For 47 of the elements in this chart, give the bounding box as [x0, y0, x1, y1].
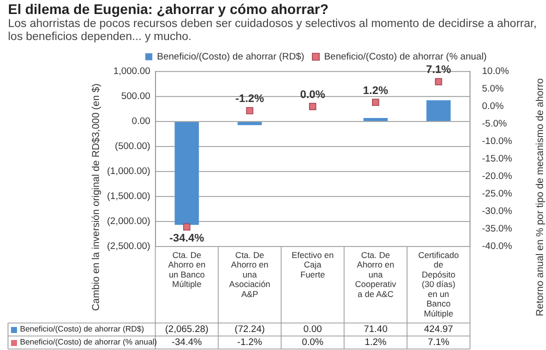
chart-title: El dilema de Eugenia: ¿ahorrar y cómo ahorrar?	[8, 1, 330, 17]
text: 1.2%	[363, 84, 388, 97]
x-tick-label: Efectivo en Caja Fuerte	[292, 250, 334, 280]
y2-tick-label: -20.0%	[482, 171, 513, 182]
text: 7.1%	[426, 64, 452, 76]
x-tick-label: Cta. De Ahorro en una Cooperativa de A&C	[355, 250, 397, 299]
y-tick-label: (1,500.00)	[106, 191, 150, 202]
y-tick-label: (2,000.00)	[106, 216, 150, 228]
data-label: 71.40	[364, 324, 388, 336]
data-label: -1.2%	[237, 337, 263, 348]
text: 0.0%	[300, 89, 326, 102]
text: Beneficio/(Costo) de ahorrar (% anual)	[20, 338, 157, 347]
data-label: 7.1%	[428, 337, 450, 348]
y2-tick-label: -30.0%	[482, 206, 513, 218]
y-tick-label: (1,000.00)	[106, 166, 150, 178]
y2-tick-label: 10.0%	[482, 66, 510, 78]
y2-tick-label: -5.0%	[482, 118, 508, 130]
data-label: (72.24)	[234, 324, 265, 336]
data-label: (2,065.28)	[165, 324, 208, 336]
data-label: 424.97	[424, 324, 454, 336]
y2-tick-label: -10.0%	[482, 136, 513, 148]
y2-axis-title: Retorno anual en % por tipo de mecanismo de ahorro	[534, 78, 546, 316]
chart-subtitle: Los ahorristas de pocos recursos deben ser cuidadosos y selectivos al momento de decidirse a ahorrar, los beneficios dependen... y mucho.	[8, 18, 538, 44]
data-label: 0.00	[303, 324, 322, 336]
x-tick-label: Certificado de Depósito (30 días) en un Banco Múltiple	[418, 250, 460, 318]
text: Beneficio/(Costo) de ahorrar (RD$)	[20, 324, 144, 334]
y-axis-title: Cambio en la inversión original de RD$3,000 (en $)	[90, 84, 102, 311]
data-label: -34.4%	[172, 337, 202, 348]
x-tick-label: Cta. De Ahorro en un Banco Múltiple	[168, 250, 206, 290]
y2-tick-label: -40.0%	[482, 241, 513, 252]
y2-tick-label: -15.0%	[482, 154, 513, 165]
y-tick-label: 500.00	[121, 91, 150, 102]
data-label: 0.0%	[302, 337, 324, 348]
y2-tick-label: 5.0%	[482, 84, 504, 95]
y-tick-label: (2,500.00)	[106, 241, 150, 252]
y2-tick-label: -25.0%	[482, 188, 513, 200]
legend-label: Beneficio/(Costo) de ahorrar (% anual)	[324, 51, 487, 62]
y-tick-label: (500.00)	[114, 141, 150, 152]
y-tick-label: 0.00	[132, 116, 150, 128]
y2-tick-label: -35.0%	[482, 224, 513, 235]
x-tick-label: Cta. De Ahorro en una Asociación A&P	[229, 250, 271, 299]
y-tick-label: 1,000.00	[113, 66, 150, 78]
text: -1.2%	[235, 93, 264, 106]
legend-label: Beneficio/(Costo) de ahorrar (RD$)	[157, 51, 304, 62]
y2-tick-label: 0.0%	[482, 101, 504, 112]
data-label: 1.2%	[364, 337, 387, 348]
text: -34.4%	[169, 232, 204, 244]
